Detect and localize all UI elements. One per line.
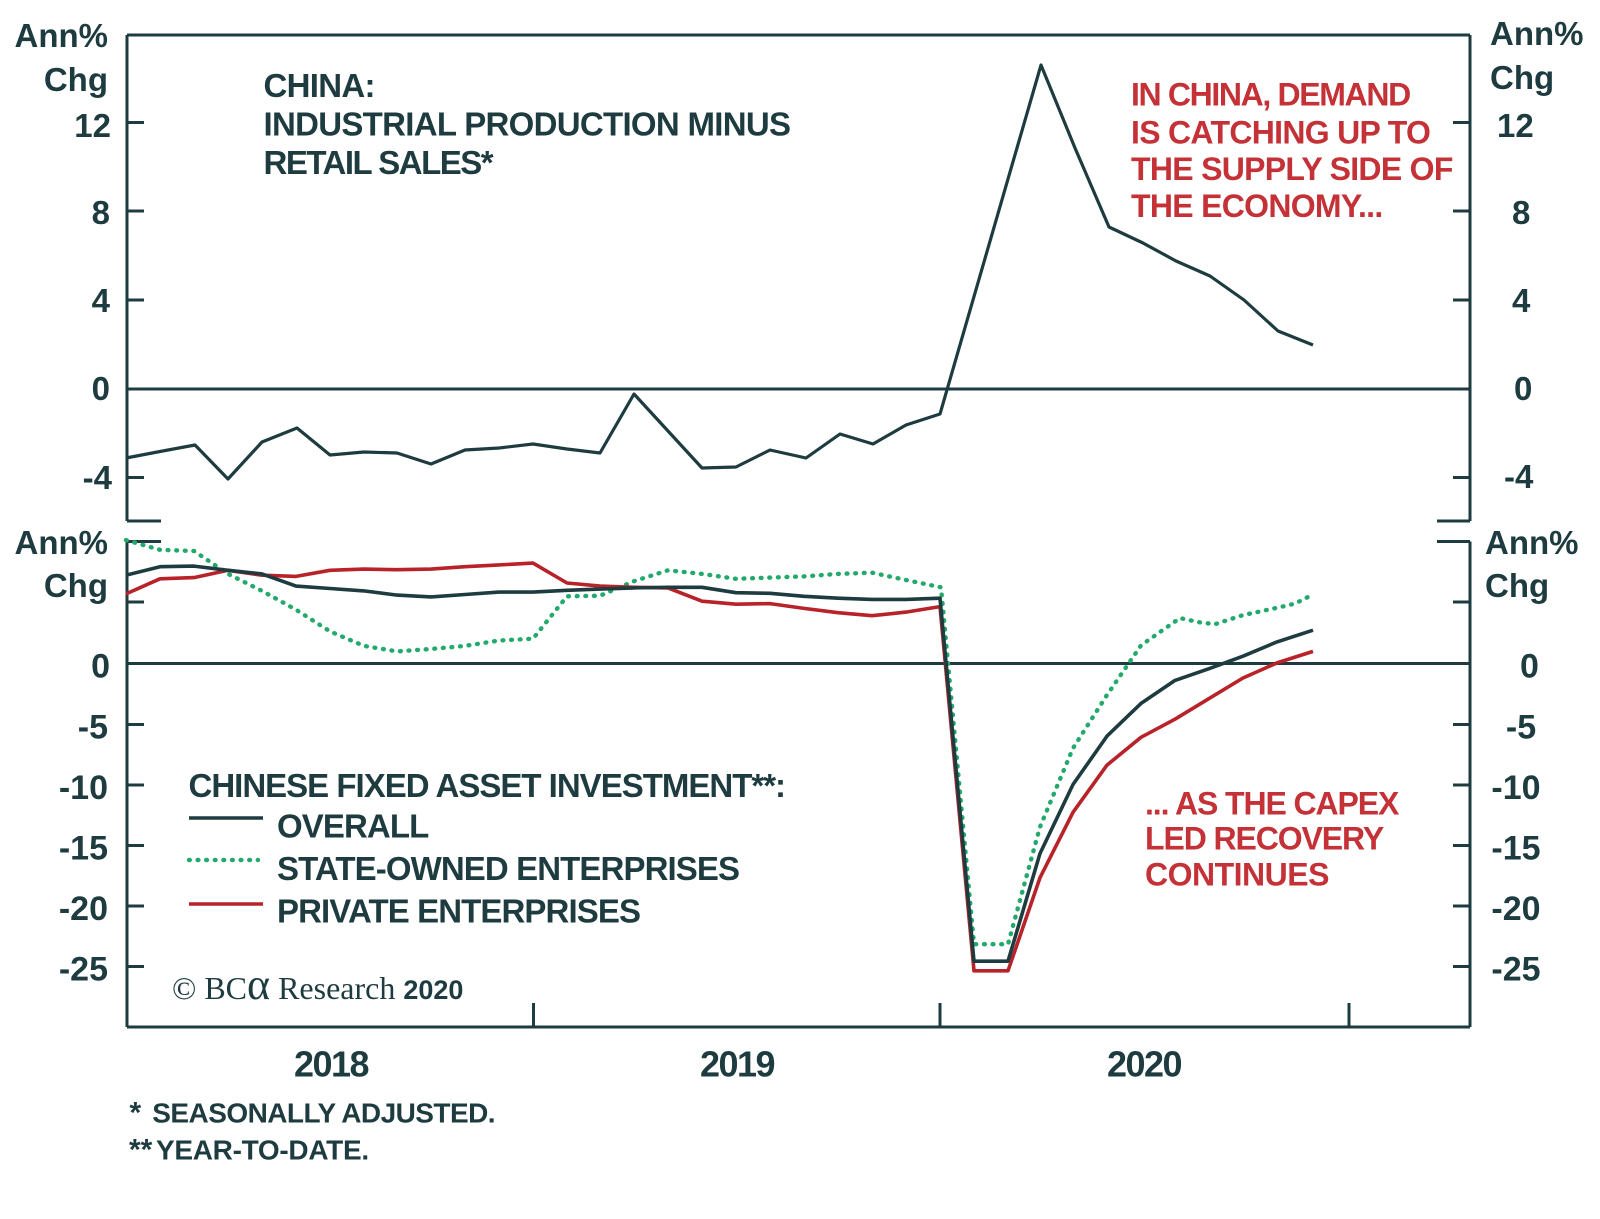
svg-text:CHINA:: CHINA: — [264, 67, 375, 104]
svg-text:-15: -15 — [1491, 830, 1540, 868]
svg-text:8: 8 — [92, 194, 110, 231]
svg-text:-4: -4 — [1504, 458, 1534, 495]
svg-text:IN CHINA, DEMAND: IN CHINA, DEMAND — [1131, 77, 1410, 113]
svg-text:Ann%: Ann% — [15, 17, 109, 54]
svg-text:-15: -15 — [59, 830, 108, 868]
svg-text:0: 0 — [1520, 648, 1539, 686]
svg-text:-25: -25 — [1491, 951, 1540, 989]
svg-text:2018: 2018 — [294, 1044, 369, 1085]
svg-text:-10: -10 — [1491, 769, 1540, 807]
svg-text:THE SUPPLY SIDE OF: THE SUPPLY SIDE OF — [1131, 151, 1453, 187]
svg-text:-10: -10 — [59, 769, 108, 807]
svg-text:STATE-OWNED ENTERPRISES: STATE-OWNED ENTERPRISES — [277, 850, 739, 887]
svg-text:Chg: Chg — [44, 567, 108, 604]
svg-text:Ann%: Ann% — [1490, 15, 1584, 52]
svg-text:IS CATCHING UP TO: IS CATCHING UP TO — [1131, 114, 1430, 150]
svg-text:CHINESE FIXED ASSET INVESTMENT: CHINESE FIXED ASSET INVESTMENT**: — [189, 767, 786, 804]
svg-text:-25: -25 — [59, 951, 108, 989]
svg-text:Chg: Chg — [1485, 567, 1549, 604]
svg-text:LED RECOVERY: LED RECOVERY — [1145, 821, 1384, 857]
svg-text:0: 0 — [1514, 370, 1532, 407]
svg-text:Ann%: Ann% — [1485, 524, 1579, 561]
svg-text:4: 4 — [1512, 282, 1531, 319]
svg-text:**: ** — [129, 1134, 153, 1167]
svg-text:-20: -20 — [59, 890, 108, 928]
svg-text:-4: -4 — [83, 459, 113, 496]
svg-text:Chg: Chg — [1490, 59, 1554, 96]
svg-text:2020: 2020 — [1107, 1044, 1182, 1085]
svg-text:12: 12 — [1497, 107, 1534, 144]
svg-text:2019: 2019 — [700, 1044, 775, 1085]
svg-text:0: 0 — [91, 648, 110, 686]
svg-text:-5: -5 — [1506, 709, 1536, 747]
svg-text:Ann%: Ann% — [15, 524, 109, 561]
svg-text:12: 12 — [74, 107, 111, 144]
svg-text:0: 0 — [92, 370, 110, 407]
svg-text:8: 8 — [1512, 194, 1530, 231]
svg-text:SEASONALLY ADJUSTED.: SEASONALLY ADJUSTED. — [152, 1098, 495, 1129]
svg-text:© BCα Research 2020: © BCα Research 2020 — [172, 960, 463, 1009]
svg-text:-20: -20 — [1491, 890, 1540, 928]
svg-text:*: * — [130, 1097, 142, 1130]
svg-text:-5: -5 — [78, 709, 108, 747]
svg-text:CONTINUES: CONTINUES — [1145, 857, 1329, 893]
svg-text:YEAR-TO-DATE.: YEAR-TO-DATE. — [156, 1135, 369, 1166]
svg-text:OVERALL: OVERALL — [277, 808, 429, 845]
svg-text:... AS THE CAPEX: ... AS THE CAPEX — [1145, 786, 1400, 822]
svg-text:THE ECONOMY...: THE ECONOMY... — [1131, 188, 1383, 224]
svg-text:4: 4 — [92, 282, 111, 319]
svg-text:INDUSTRIAL PRODUCTION MINUS: INDUSTRIAL PRODUCTION MINUS — [264, 106, 791, 143]
svg-text:PRIVATE ENTERPRISES: PRIVATE ENTERPRISES — [277, 893, 640, 930]
svg-text:RETAIL SALES*: RETAIL SALES* — [264, 144, 494, 181]
svg-text:Chg: Chg — [44, 61, 108, 98]
